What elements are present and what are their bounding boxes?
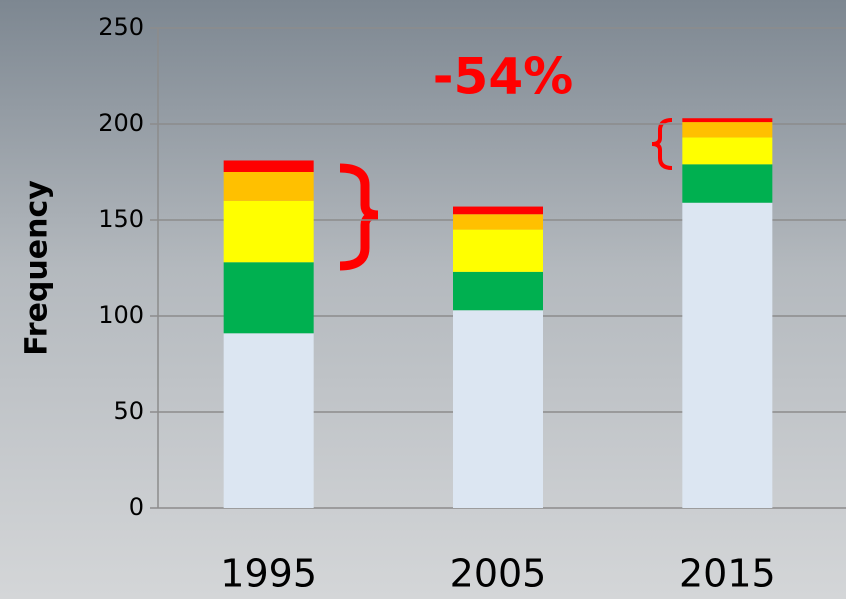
y-tick-label: 200 <box>98 109 144 137</box>
bar-segment <box>223 200 314 263</box>
y-tick-label: 100 <box>98 301 144 329</box>
bar-segment <box>453 229 543 272</box>
bar-segment <box>453 214 543 230</box>
annotation: -54% <box>433 48 573 106</box>
y-tick-label: 0 <box>129 493 144 521</box>
x-tick-label: 1995 <box>220 552 317 596</box>
x-tick-label: 2015 <box>679 552 776 596</box>
brace <box>651 118 673 170</box>
bar-segment <box>682 164 773 203</box>
bar-segment <box>223 262 314 334</box>
bar-segment <box>682 137 773 165</box>
y-tick-label: 150 <box>98 205 144 233</box>
y-tick-label: 250 <box>98 13 144 41</box>
brace <box>339 163 379 271</box>
y-axis-label: Frequency <box>20 180 55 356</box>
bar-segment <box>453 206 543 215</box>
bar-segment <box>223 160 314 172</box>
bar-segment <box>453 310 543 508</box>
bar-segment <box>682 122 773 138</box>
bar-segment <box>453 271 543 311</box>
bar-segment <box>682 202 773 508</box>
x-tick-label: 2005 <box>450 552 547 596</box>
bar-segment <box>223 172 314 201</box>
bar-segment <box>223 333 314 508</box>
y-tick-label: 50 <box>113 397 144 425</box>
bar-segment <box>682 118 773 123</box>
